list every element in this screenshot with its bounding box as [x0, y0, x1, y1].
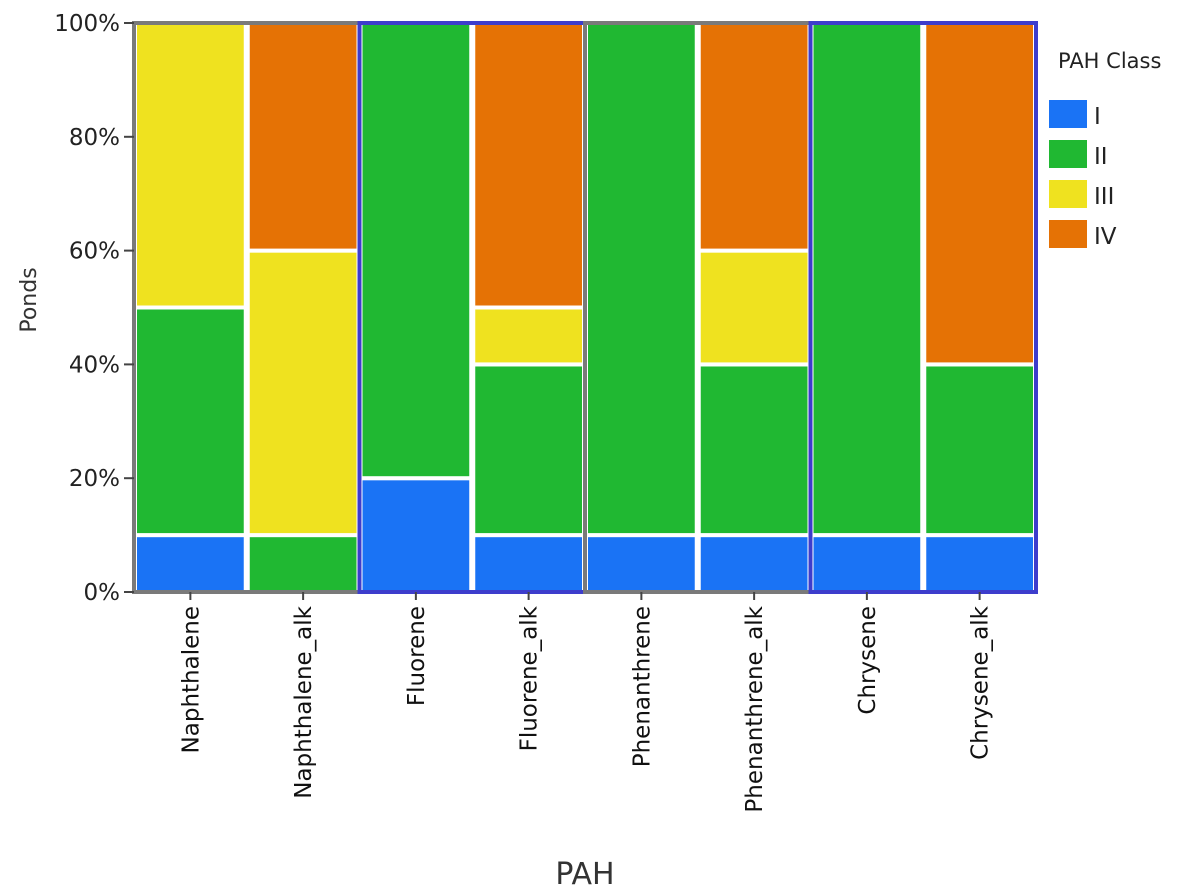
- legend-label-ii: II: [1094, 144, 1108, 170]
- legend-swatch-iii: [1049, 180, 1087, 208]
- bar-segment-phenanthrene-class-i: [584, 533, 699, 594]
- legend-swatch-ii: [1049, 140, 1087, 168]
- bar-segment-chrysene_alk-class-i: [922, 533, 1037, 594]
- x-tick-label: Naphthalene_alk: [291, 605, 317, 798]
- bars-layer: [133, 21, 1037, 595]
- legend-swatch-iv: [1049, 220, 1087, 248]
- bar-segment-naphthalene_alk-class-iii: [245, 248, 361, 538]
- bar-segment-naphthalene-class-iii: [133, 21, 248, 310]
- x-tick-label: Fluorene_alk: [517, 605, 543, 751]
- x-tick-label: Chrysene: [855, 606, 881, 715]
- y-tick-label: 80%: [69, 125, 120, 151]
- x-tick-label: Fluorene: [404, 606, 430, 706]
- bar-segment-phenanthrene_alk-class-ii: [696, 362, 812, 538]
- y-tick-label: 20%: [69, 466, 120, 492]
- y-tick-label: 40%: [69, 352, 120, 378]
- bar-segment-naphthalene-class-i: [133, 533, 248, 594]
- legend-label-iv: IV: [1094, 224, 1117, 250]
- bar-segment-phenanthrene_alk-class-iv: [696, 21, 812, 253]
- bar-segment-fluorene-class-i: [358, 476, 474, 595]
- bar-segment-naphthalene-class-ii: [133, 305, 248, 538]
- group-border-4: [808, 21, 1038, 594]
- bar-segment-phenanthrene-class-ii: [584, 21, 699, 538]
- group-borders: [132, 21, 1038, 594]
- bar-segment-naphthalene_alk-class-ii: [245, 533, 361, 594]
- legend-label-iii: III: [1094, 184, 1114, 210]
- y-axis: 0% 20% 40% 60% 80% 100%: [54, 11, 134, 606]
- bar-segment-phenanthrene_alk-class-i: [696, 533, 812, 594]
- y-tick-label: 60%: [69, 239, 120, 265]
- x-axis-title: PAH: [555, 857, 614, 891]
- bar-segment-fluorene_alk-class-iii: [471, 305, 586, 367]
- bar-segment-naphthalene_alk-class-iv: [245, 21, 361, 253]
- x-tick-label: Naphthalene: [178, 606, 204, 753]
- bar-segment-chrysene_alk-class-iv: [922, 21, 1037, 367]
- x-tick-label: Phenanthrene: [629, 606, 655, 767]
- legend-title: PAH Class: [1058, 49, 1161, 73]
- bar-segment-chrysene-class-ii: [809, 21, 925, 538]
- x-axis: Naphthalene Naphthalene_alk Fluorene Fluore…: [178, 592, 994, 813]
- x-tick-label: Chrysene_alk: [968, 605, 994, 760]
- bar-segment-chrysene_alk-class-ii: [922, 362, 1037, 538]
- x-tick-label: Phenanthrene_alk: [742, 605, 768, 812]
- bar-segment-phenanthrene_alk-class-iii: [696, 248, 812, 367]
- bar-segment-fluorene_alk-class-i: [471, 533, 586, 594]
- bar-segment-fluorene_alk-class-iv: [471, 21, 586, 310]
- y-tick-label: 0%: [84, 580, 121, 606]
- bar-segment-fluorene_alk-class-ii: [471, 362, 586, 538]
- y-tick-label: 100%: [54, 11, 120, 37]
- y-axis-title: Ponds: [17, 267, 42, 332]
- legend-swatch-i: [1049, 100, 1087, 128]
- legend-label-i: I: [1094, 104, 1101, 130]
- bar-segment-chrysene-class-i: [809, 533, 925, 594]
- bar-segment-fluorene-class-ii: [358, 21, 474, 481]
